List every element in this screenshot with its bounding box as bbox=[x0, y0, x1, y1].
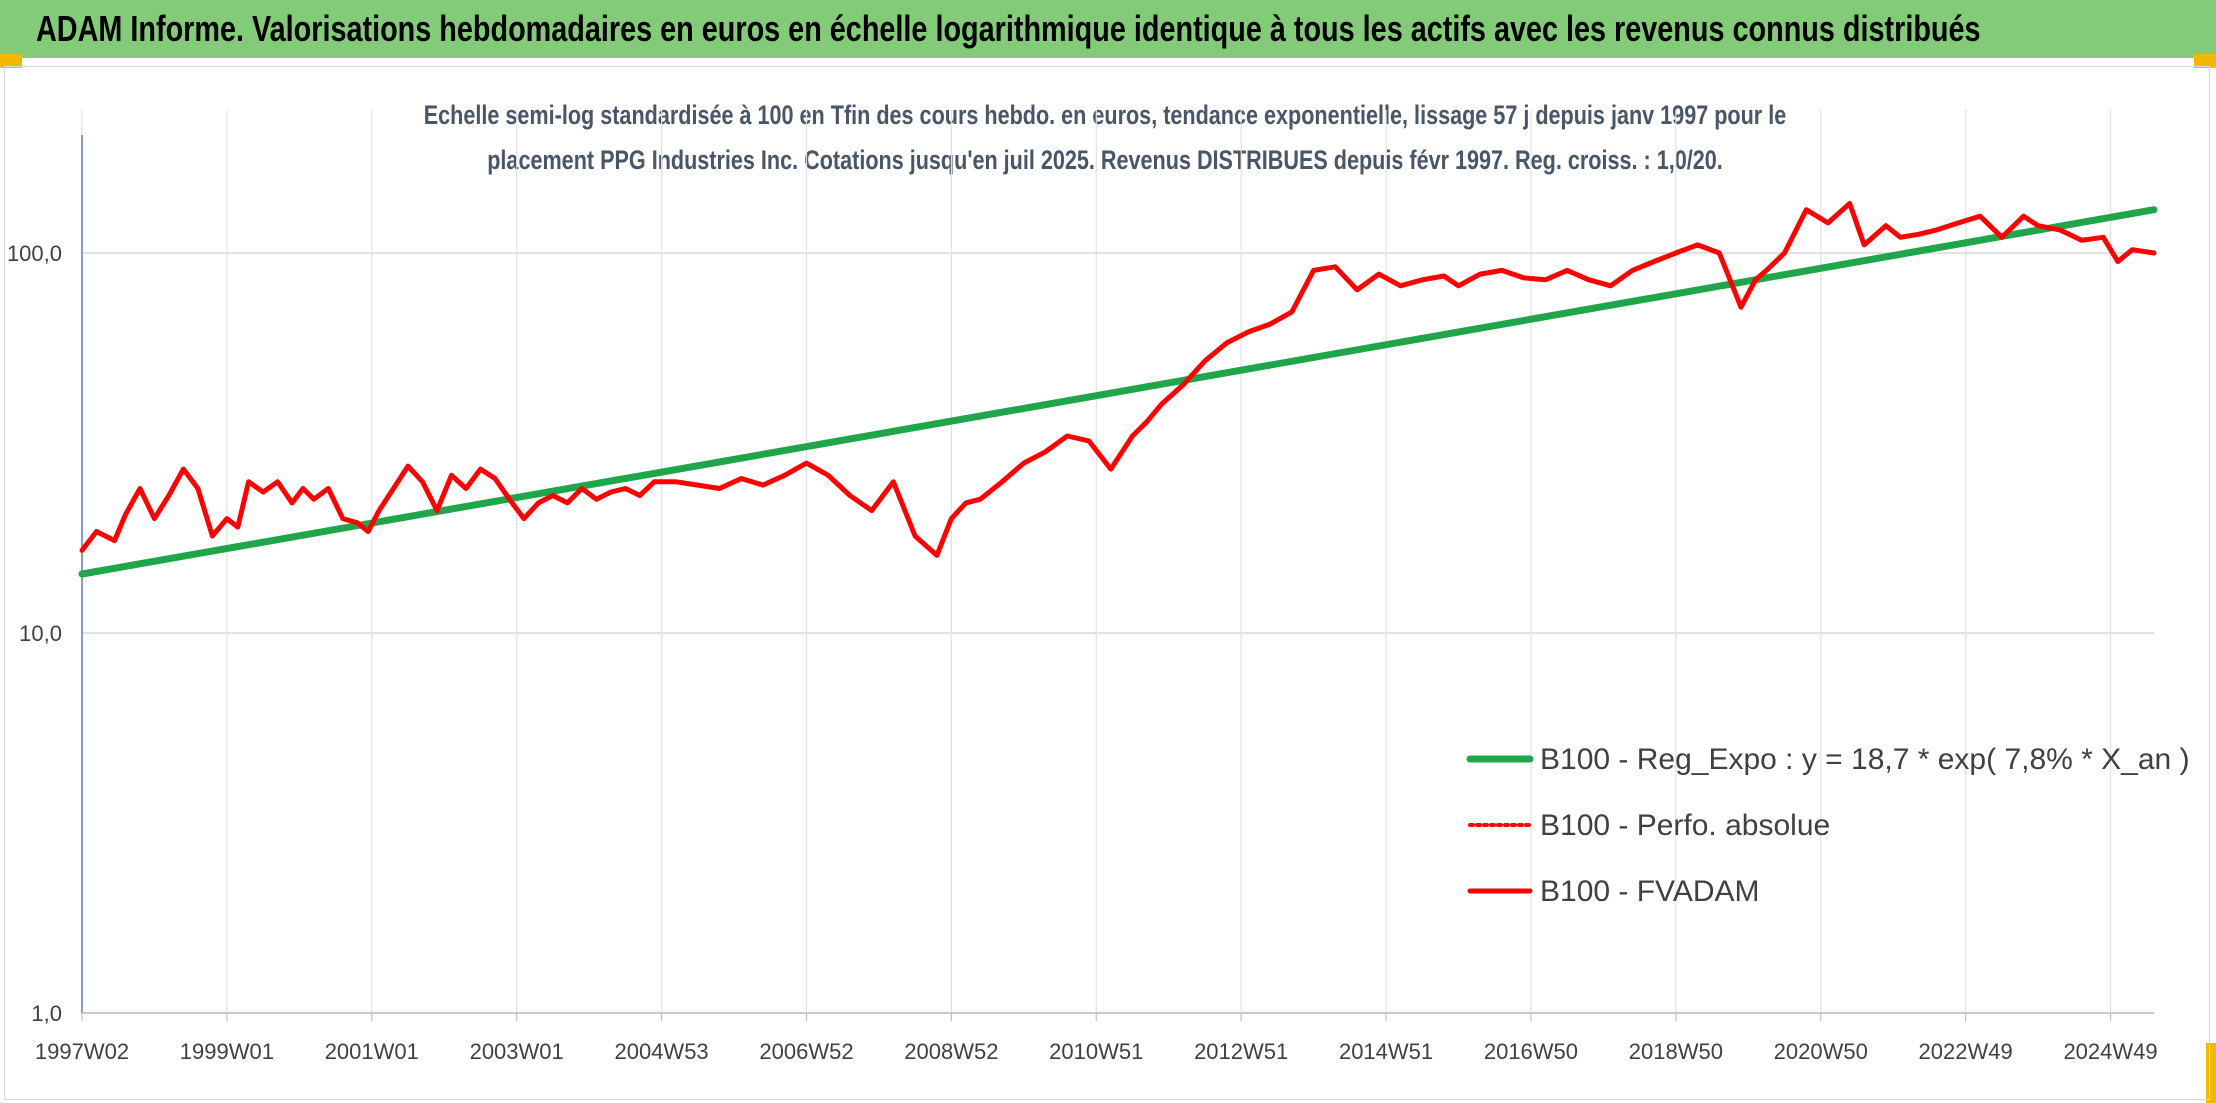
x-tick-label-4: 2004W53 bbox=[614, 1039, 708, 1064]
series-line-2 bbox=[79, 201, 2157, 558]
corner-marker-top-left bbox=[0, 54, 22, 68]
y-tick-label-0: 1,0 bbox=[31, 1001, 62, 1026]
chart-title-line-1: Echelle semi-log standardisée à 100 en T… bbox=[200, 92, 2010, 138]
grid bbox=[81, 110, 2154, 1021]
chart-title-line-2: placement PPG Industries Inc. Cotations … bbox=[200, 137, 2010, 183]
series-line-0 bbox=[78, 206, 2158, 578]
chart-frame bbox=[4, 66, 2210, 1100]
legend: B100 - Reg_Expo : y = 18,7 * exp( 7,8% *… bbox=[1466, 743, 2190, 908]
x-tick-label-10: 2016W50 bbox=[1484, 1039, 1578, 1064]
x-tick-label-13: 2022W49 bbox=[1919, 1039, 2013, 1064]
corner-marker-bottom-right bbox=[2206, 1043, 2216, 1103]
x-tick-label-8: 2012W51 bbox=[1194, 1039, 1288, 1064]
report-title: ADAM Informe. Valorisations hebdomadaire… bbox=[36, 8, 1981, 49]
y-tick-label-2: 100,0 bbox=[7, 241, 62, 266]
y-axis-tick-labels: 1,0 10,0 100,0 bbox=[7, 241, 62, 1026]
x-axis-tick-labels: 1997W02 1999W01 2001W01 2003W01 2004W53 2006W… bbox=[35, 1039, 2158, 1064]
x-tick-label-9: 2014W51 bbox=[1339, 1039, 1433, 1064]
x-tick-label-5: 2006W52 bbox=[759, 1039, 853, 1064]
legend-label-0: B100 - Reg_Expo : y = 18,7 * exp( 7,8% *… bbox=[1540, 743, 2190, 776]
header-bar: ADAM Informe. Valorisations hebdomadaire… bbox=[0, 0, 2216, 58]
x-tick-label-11: 2018W50 bbox=[1629, 1039, 1723, 1064]
legend-label-1: B100 - Perfo. absolue bbox=[1540, 809, 1830, 842]
x-tick-label-0: 1997W02 bbox=[35, 1039, 129, 1064]
x-tick-label-3: 2003W01 bbox=[470, 1039, 564, 1064]
y-tick-label-1: 10,0 bbox=[19, 621, 62, 646]
x-tick-label-14: 2024W49 bbox=[2063, 1039, 2157, 1064]
series-layer bbox=[78, 201, 2158, 578]
chart-title-line-1-text: Echelle semi-log standardisée à 100 en T… bbox=[423, 100, 1787, 130]
x-tick-label-2: 2001W01 bbox=[325, 1039, 419, 1064]
corner-marker-top-right bbox=[2194, 54, 2216, 68]
chart-title-line-2-text: placement PPG Industries Inc. Cotations … bbox=[487, 145, 1723, 175]
x-tick-label-1: 1999W01 bbox=[180, 1039, 274, 1064]
legend-label-2: B100 - FVADAM bbox=[1540, 875, 1760, 908]
x-tick-label-7: 2010W51 bbox=[1049, 1039, 1143, 1064]
x-tick-label-12: 2020W50 bbox=[1774, 1039, 1868, 1064]
x-tick-label-6: 2008W52 bbox=[904, 1039, 998, 1064]
